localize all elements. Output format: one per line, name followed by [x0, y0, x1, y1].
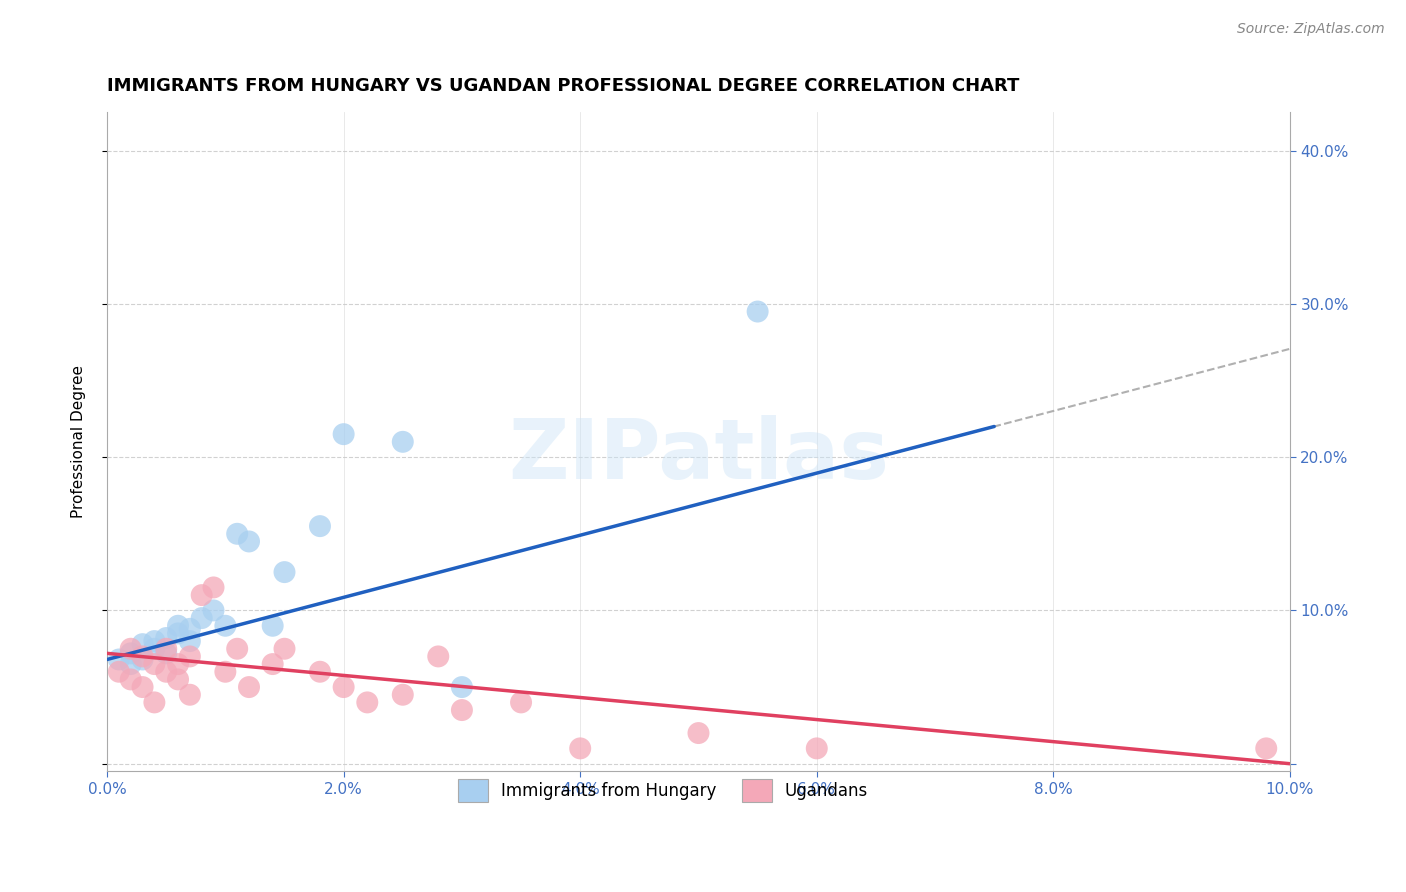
Point — [143, 634, 166, 648]
Point — [131, 637, 153, 651]
Point — [120, 641, 142, 656]
Point — [143, 657, 166, 671]
Point — [451, 680, 474, 694]
Point — [167, 626, 190, 640]
Point — [179, 688, 201, 702]
Text: Source: ZipAtlas.com: Source: ZipAtlas.com — [1237, 22, 1385, 37]
Point — [155, 665, 177, 679]
Point — [332, 680, 354, 694]
Point — [806, 741, 828, 756]
Point — [451, 703, 474, 717]
Point — [226, 526, 249, 541]
Point — [143, 695, 166, 709]
Point — [262, 619, 284, 633]
Point — [238, 534, 260, 549]
Point — [120, 646, 142, 660]
Point — [427, 649, 450, 664]
Point — [167, 657, 190, 671]
Point — [108, 665, 131, 679]
Y-axis label: Professional Degree: Professional Degree — [72, 366, 86, 518]
Point — [120, 673, 142, 687]
Legend: Immigrants from Hungary, Ugandans: Immigrants from Hungary, Ugandans — [449, 769, 879, 813]
Point — [131, 652, 153, 666]
Point — [214, 665, 236, 679]
Point — [190, 611, 212, 625]
Point — [167, 673, 190, 687]
Point — [202, 603, 225, 617]
Point — [131, 680, 153, 694]
Point — [202, 581, 225, 595]
Point — [190, 588, 212, 602]
Point — [309, 665, 332, 679]
Point — [332, 427, 354, 442]
Point — [131, 649, 153, 664]
Text: IMMIGRANTS FROM HUNGARY VS UGANDAN PROFESSIONAL DEGREE CORRELATION CHART: IMMIGRANTS FROM HUNGARY VS UGANDAN PROFE… — [107, 78, 1019, 95]
Point — [273, 565, 295, 579]
Point — [155, 646, 177, 660]
Point — [214, 619, 236, 633]
Point — [688, 726, 710, 740]
Point — [391, 434, 413, 449]
Point — [309, 519, 332, 533]
Point — [356, 695, 378, 709]
Point — [108, 652, 131, 666]
Point — [179, 649, 201, 664]
Point — [143, 641, 166, 656]
Point — [167, 619, 190, 633]
Point — [226, 641, 249, 656]
Point — [120, 657, 142, 671]
Point — [391, 688, 413, 702]
Point — [238, 680, 260, 694]
Point — [747, 304, 769, 318]
Point — [179, 622, 201, 636]
Point — [569, 741, 592, 756]
Point — [155, 641, 177, 656]
Point — [1256, 741, 1278, 756]
Text: ZIPatlas: ZIPatlas — [508, 415, 889, 496]
Point — [510, 695, 533, 709]
Point — [262, 657, 284, 671]
Point — [273, 641, 295, 656]
Point — [179, 634, 201, 648]
Point — [155, 631, 177, 645]
